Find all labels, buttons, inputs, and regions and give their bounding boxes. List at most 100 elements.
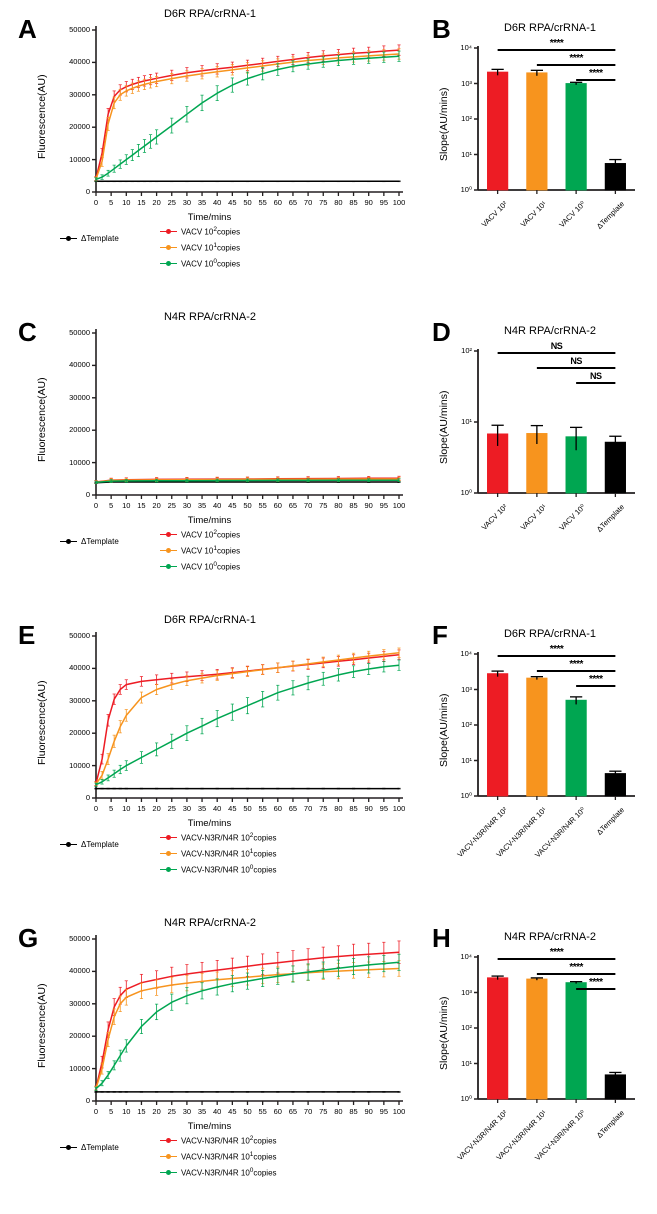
x-tick-label: 35 [197, 804, 207, 813]
significance-marker: **** [549, 38, 564, 49]
y-tick-label: 20000 [69, 425, 90, 435]
legend-label: ΔTemplate [81, 840, 119, 849]
y-tick-label: 10⁴ [460, 43, 472, 52]
legend-line-swatch [160, 851, 177, 857]
significance-marker: **** [588, 674, 603, 685]
legend-label: ΔTemplate [81, 234, 119, 243]
x-axis-label: Time/mins [187, 818, 232, 829]
x-tick-label: 25 [167, 501, 176, 510]
x-tick-label: 10 [122, 1107, 131, 1116]
series-3 [94, 1091, 401, 1093]
panel-title: N4R RPA/crRNA-2 [503, 931, 597, 943]
line-chart-canvas [92, 632, 403, 802]
legend-label: VACV 101copies [181, 242, 241, 253]
series-1 [94, 48, 401, 182]
legend-line-swatch [160, 548, 177, 554]
panel-d: D N4R RPA/crRNA-2 10⁰ 10¹ 10² NS NS NS Slope(AU/… [420, 303, 657, 606]
legend-label: VACV 100copies [181, 561, 241, 572]
x-tick-label: 95 [379, 501, 389, 510]
y-tick-label: 10³ [461, 987, 472, 997]
y-tick-label: 10⁰ [460, 791, 472, 800]
panel-title: N4R RPA/crRNA-2 [163, 917, 257, 929]
x-tick-label: 15 [137, 501, 146, 510]
x-tick-label: 20 [152, 804, 161, 813]
x-tick-label: 30 [182, 1107, 192, 1116]
x-tick-label: 40 [213, 1107, 222, 1116]
y-tick-label: 40000 [69, 966, 90, 976]
y-axis-label: Slope(AU/mins) [438, 390, 450, 464]
significance-marker: **** [569, 659, 583, 670]
x-tick-label: 60 [273, 198, 282, 207]
x-tick-label: 100 [392, 804, 406, 813]
x-tick-label: 45 [228, 501, 237, 510]
legend-line-swatch [160, 1154, 177, 1160]
panel-letter: G [18, 923, 38, 953]
x-tick-label: 30 [182, 804, 192, 813]
x-tick-label: 90 [364, 198, 373, 207]
x-axis-label: Time/mins [187, 212, 232, 223]
legend-line-swatch [60, 1145, 77, 1151]
y-tick-label: 10² [461, 1023, 472, 1032]
panel-row: E D6R RPA/crRNA-1 0 10000 20000 30000 40000 500… [0, 606, 657, 909]
y-tick-label: 10¹ [461, 755, 472, 765]
y-tick-label: 10000 [69, 760, 90, 770]
x-tick-label: 95 [379, 198, 389, 207]
series-2 [94, 478, 401, 485]
y-axis-label: Fluorescence(AU) [36, 377, 48, 462]
panel-title: D6R RPA/crRNA-1 [163, 614, 257, 626]
series-1 [94, 647, 401, 787]
x-tick-label: 15 [137, 804, 146, 813]
x-tick-label: 95 [379, 1107, 389, 1116]
x-tick-label: 35 [197, 1107, 207, 1116]
series-0 [94, 940, 401, 1091]
panel-letter: A [18, 14, 37, 44]
legend-item-2: VACV 101copies [160, 242, 240, 253]
panel-row: G N4R RPA/crRNA-2 0 10000 20000 30000 40000 500… [0, 909, 657, 1212]
legend-label: VACV-N3R/N4R 100copies [181, 1167, 277, 1178]
x-tick-label: 5 [109, 501, 114, 510]
legend-line-swatch [60, 236, 77, 242]
x-tick-label: 45 [228, 1107, 237, 1116]
x-tick-label: 50 [243, 804, 252, 813]
y-tick-label: 40000 [69, 57, 90, 67]
y-tick-label: 30000 [69, 392, 90, 402]
line-chart-canvas [92, 935, 403, 1105]
y-tick-label: 10² [461, 720, 472, 729]
y-tick-label: 10¹ [461, 417, 472, 426]
legend-label: ΔTemplate [81, 537, 119, 546]
x-tick-label: 70 [303, 1107, 313, 1116]
significance-marker: **** [588, 977, 603, 988]
y-tick-label: 10¹ [461, 149, 472, 159]
x-tick-label: 90 [364, 804, 373, 813]
legend-line-swatch [60, 539, 77, 545]
panel-e: E D6R RPA/crRNA-1 0 10000 20000 30000 40000 500… [0, 606, 420, 909]
x-tick-label: 65 [288, 1107, 298, 1116]
x-axis-label: Time/mins [187, 1121, 232, 1132]
legend-line-swatch [160, 1170, 177, 1176]
x-tick-label: 70 [303, 198, 313, 207]
x-tick-label: 40 [213, 501, 222, 510]
legend-label: VACV-N3R/N4R 102copies [181, 832, 277, 843]
legend-item-1: VACV-N3R/N4R 102copies [160, 1135, 277, 1146]
x-tick-label: 60 [273, 1107, 282, 1116]
y-tick-label: 50000 [69, 25, 90, 34]
panel-row: A D6R RPA/crRNA-1 0 10000 20000 30000 40000 500… [0, 0, 657, 303]
y-tick-label: 30000 [69, 89, 90, 99]
x-tick-label: 5 [109, 1107, 114, 1116]
x-tick-label: 70 [303, 501, 313, 510]
panel-letter: F [432, 620, 448, 650]
x-tick-label: 75 [319, 501, 328, 510]
y-tick-label: 10⁰ [460, 488, 472, 497]
legend-label: VACV-N3R/N4R 100copies [181, 864, 277, 875]
x-tick-label: 75 [319, 198, 328, 207]
y-axis-label: Fluorescence(AU) [36, 680, 48, 765]
y-tick-label: 10⁰ [460, 1094, 472, 1103]
legend-item-2: VACV-N3R/N4R 101copies [160, 1151, 277, 1162]
series-2 [94, 953, 401, 1091]
significance-marker: **** [569, 53, 583, 64]
x-tick-label: 65 [288, 198, 298, 207]
bar-chart-canvas [474, 46, 635, 194]
x-tick-label: 0 [93, 198, 99, 207]
series-2 [94, 50, 401, 182]
bar-chart-canvas [474, 652, 635, 800]
